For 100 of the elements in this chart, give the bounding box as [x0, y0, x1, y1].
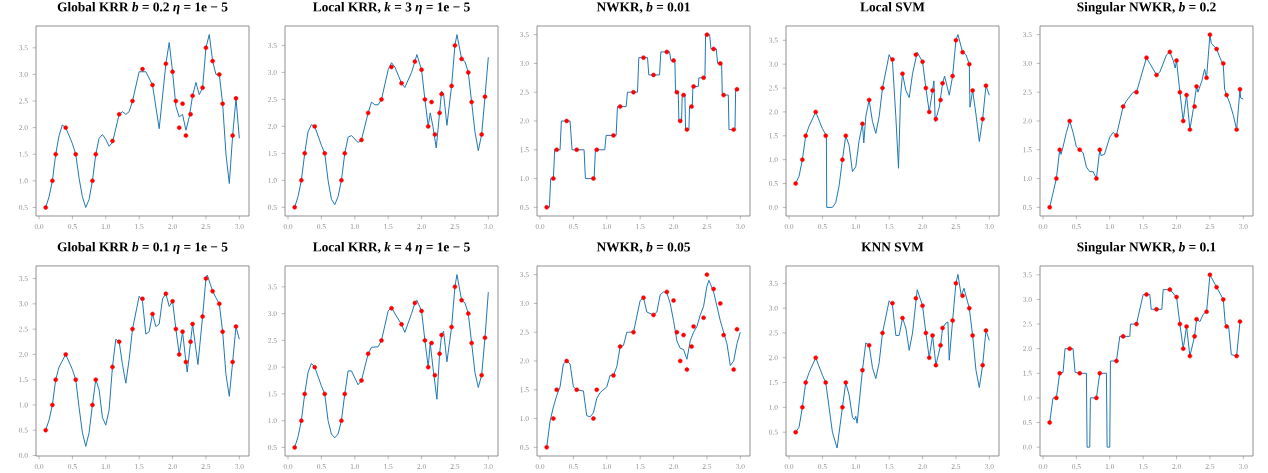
point: [823, 133, 828, 139]
point: [110, 364, 115, 370]
point: [482, 94, 488, 99]
point: [594, 387, 600, 393]
chart-title: Singular NWKR, b = 0.2: [1077, 2, 1216, 15]
point: [689, 344, 694, 349]
line-series: [546, 34, 738, 208]
point: [299, 418, 304, 423]
point: [923, 330, 929, 336]
point: [651, 312, 656, 318]
point: [930, 333, 935, 338]
point: [544, 445, 549, 450]
point: [689, 104, 694, 109]
point: [731, 367, 736, 372]
point: [591, 176, 596, 181]
point: [926, 355, 932, 361]
point: [140, 296, 145, 302]
point: [591, 416, 596, 421]
point: [200, 85, 205, 90]
point: [684, 127, 690, 132]
point: [163, 61, 169, 67]
point: [452, 43, 458, 48]
point: [1120, 104, 1126, 109]
point: [1094, 176, 1099, 181]
point: [365, 351, 371, 357]
point: [940, 81, 945, 86]
point: [1177, 321, 1183, 327]
point: [718, 301, 723, 306]
chart-title: Local KRR, k = 4 η = 1e − 5: [312, 242, 470, 255]
point: [459, 56, 464, 62]
point: [793, 181, 798, 186]
point: [938, 97, 943, 103]
point: [466, 311, 471, 316]
point: [631, 89, 636, 95]
point: [422, 97, 428, 102]
point: [671, 298, 676, 303]
chart-title: Local KRR, k = 3 η = 1e − 5: [312, 2, 470, 15]
point: [432, 132, 438, 137]
point: [813, 109, 818, 115]
point: [980, 116, 985, 122]
point: [711, 46, 716, 52]
point: [210, 58, 215, 64]
point: [671, 58, 676, 63]
point: [813, 355, 818, 361]
point: [1134, 89, 1139, 95]
point: [459, 297, 464, 303]
point: [1047, 420, 1052, 425]
point: [322, 151, 328, 156]
point: [90, 402, 95, 408]
point: [731, 127, 736, 132]
point: [1224, 324, 1229, 329]
point: [302, 391, 307, 397]
point: [920, 303, 925, 308]
line-series: [294, 274, 489, 448]
point: [913, 295, 919, 301]
point: [711, 286, 716, 292]
point: [594, 147, 600, 153]
point: [1237, 87, 1243, 92]
point: [183, 359, 189, 365]
point: [1204, 309, 1209, 315]
point: [551, 416, 556, 421]
point: [389, 305, 394, 311]
point: [631, 329, 636, 335]
point: [1194, 84, 1199, 89]
point: [950, 73, 955, 79]
point: [1154, 72, 1159, 78]
point: [140, 66, 145, 72]
point: [217, 72, 222, 77]
point: [53, 377, 58, 382]
chart-title: Global KRR b = 0.2 η = 1e − 5: [57, 2, 228, 15]
point: [880, 330, 885, 336]
point: [960, 49, 965, 55]
point: [342, 151, 348, 156]
point: [399, 80, 404, 86]
point: [691, 84, 696, 89]
point: [43, 427, 48, 433]
point: [419, 67, 424, 72]
point: [684, 367, 690, 372]
chart-title: KNN SVM: [861, 242, 924, 252]
point: [50, 402, 55, 408]
chart-title: NWKR, b = 0.01: [596, 2, 690, 14]
point: [482, 335, 488, 340]
point: [641, 295, 646, 300]
line-series: [795, 34, 990, 208]
point: [980, 362, 985, 368]
point: [930, 88, 935, 93]
point: [1114, 358, 1119, 364]
point: [365, 110, 371, 116]
point: [116, 112, 122, 117]
point: [611, 373, 616, 378]
point: [425, 124, 431, 129]
point: [339, 178, 344, 183]
point: [544, 205, 549, 210]
point: [554, 387, 559, 393]
point: [163, 291, 169, 296]
point: [217, 301, 222, 307]
point: [173, 98, 179, 104]
point: [823, 380, 828, 385]
point: [170, 69, 175, 75]
point: [900, 71, 905, 76]
